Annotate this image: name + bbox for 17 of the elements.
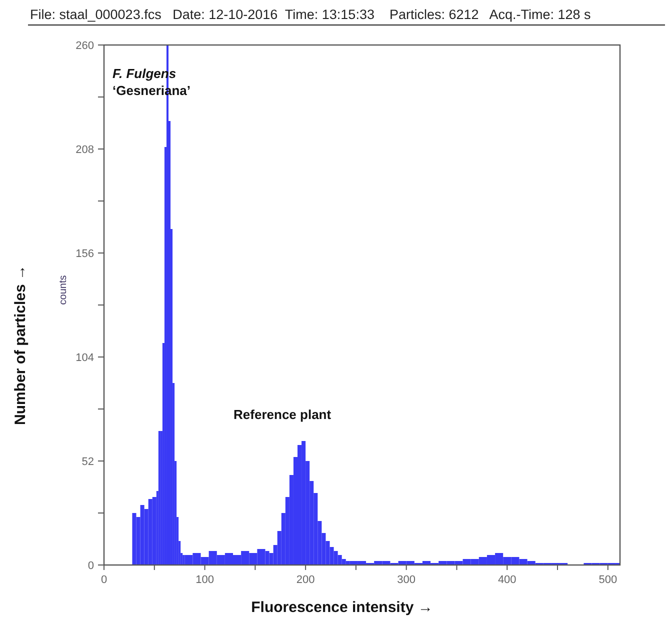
chart-title: File: staal_000023.fcs Date: 12-10-2016 Time: 13:15:33 Particles: 6212 Acq.-Time: 128 s (30, 7, 592, 22)
x-tick-label: 400 (498, 574, 516, 586)
y-tick-label: 52 (82, 456, 94, 468)
y-tick-label: 104 (76, 352, 94, 364)
y-tick-label: 260 (76, 40, 94, 52)
annotation: Reference plant (234, 407, 332, 422)
y-tick-label: 208 (76, 144, 94, 156)
y-tick-label: 156 (76, 248, 94, 260)
x-tick-label: 100 (196, 574, 214, 586)
y-tick-label: 0 (88, 560, 94, 572)
x-axis-title: Fluorescence intensity → (251, 599, 433, 616)
x-tick-label: 300 (397, 574, 416, 586)
x-tick-label: 500 (598, 574, 618, 586)
x-tick-label: 200 (296, 574, 315, 586)
x-tick-label: 0 (100, 574, 108, 586)
y-axis-title: Number of particles → (12, 264, 29, 426)
text: counts (58, 275, 69, 305)
